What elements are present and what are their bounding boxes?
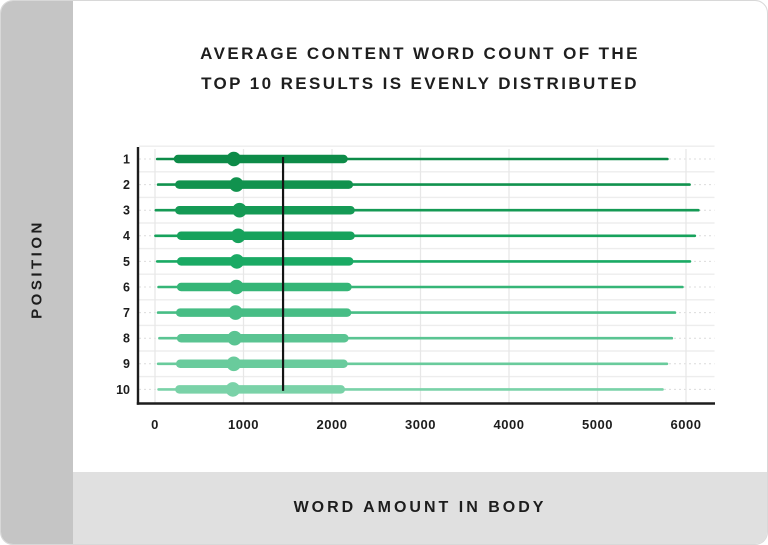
chart-title-line-1: AVERAGE CONTENT WORD COUNT OF THE [200,44,640,63]
y-tick-label: 7 [123,306,130,320]
y-axis-title: POSITION [28,219,46,319]
dot-row-7 [228,305,243,320]
y-tick-label: 2 [123,178,130,192]
chart-title-line-2: TOP 10 RESULTS IS EVENLY DISTRIBUTED [201,74,639,93]
dot-row-9 [226,356,242,372]
y-tick-label: 10 [116,383,130,397]
x-tick-label: 1000 [228,417,259,432]
dot-row-6 [229,279,244,295]
dot-row-4 [230,228,246,244]
y-tick-label: 5 [123,255,130,269]
y-tick-label: 8 [123,332,130,346]
y-tick-label: 4 [123,229,130,243]
dot-row-10 [225,382,241,397]
dot-row-1 [226,151,242,167]
y-tick-label: 9 [123,357,130,371]
x-tick-label: 3000 [405,417,436,432]
x-tick-label: 4000 [494,417,525,432]
dot-row-2 [229,177,244,192]
y-tick-label: 3 [123,204,130,218]
x-axis-title-band: WORD AMOUNT IN BODY [73,472,767,544]
x-tick-label: 2000 [317,417,348,432]
x-tick-label: 6000 [671,417,702,432]
x-axis-title: WORD AMOUNT IN BODY [293,499,547,516]
chart-title: AVERAGE CONTENT WORD COUNT OF THE TOP 10… [73,39,767,99]
dot-row-3 [232,202,247,218]
dot-row-5 [229,254,245,269]
y-tick-label: 6 [123,280,130,294]
dot-row-8 [227,330,242,346]
y-axis-title-band: POSITION [1,1,73,544]
x-tick-label: 5000 [582,417,613,432]
y-tick-label: 1 [123,152,130,166]
x-tick-label: 0 [151,417,159,432]
